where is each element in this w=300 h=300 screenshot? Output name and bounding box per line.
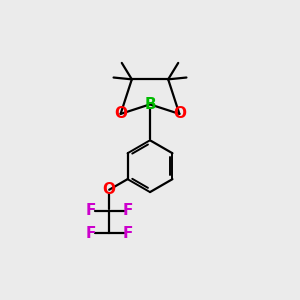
Text: B: B (144, 97, 156, 112)
Text: O: O (173, 106, 186, 122)
Text: F: F (122, 226, 133, 241)
Text: F: F (86, 226, 96, 241)
Text: F: F (86, 203, 96, 218)
Text: F: F (122, 203, 133, 218)
Text: O: O (114, 106, 127, 122)
Text: O: O (103, 182, 116, 197)
